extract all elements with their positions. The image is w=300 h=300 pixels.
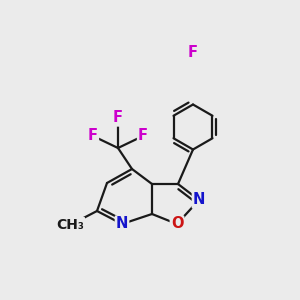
- Text: O: O: [171, 217, 183, 232]
- Text: N: N: [193, 193, 205, 208]
- Text: F: F: [88, 128, 98, 143]
- Text: F: F: [138, 128, 148, 143]
- Text: F: F: [188, 44, 198, 59]
- Text: F: F: [113, 110, 123, 125]
- Text: N: N: [116, 217, 128, 232]
- Text: CH₃: CH₃: [56, 218, 84, 232]
